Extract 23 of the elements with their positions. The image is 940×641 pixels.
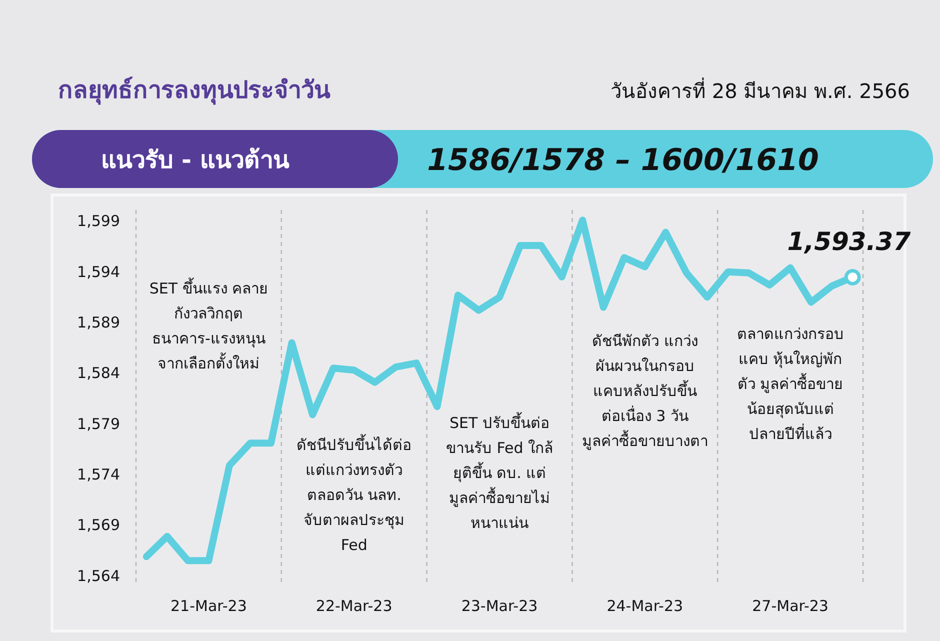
annotation: ดัชนีพักตัว แกว่ง ผันผวนในกรอบ แคบหลังปรับขึ้น ต่อเนื่อง 3 วัน มูลค่าซื้อขายบางตา	[582, 332, 708, 450]
y-tick-label: 1,599	[77, 212, 120, 230]
y-tick-label: 1,589	[77, 313, 120, 332]
y-tick-label: 1,564	[77, 566, 120, 585]
chart-title: กลยุทธ์การลงทุนประจำวัน	[58, 76, 331, 106]
y-tick-label: 1,569	[77, 516, 120, 534]
text: แนวรับ - แนวต้าน	[101, 146, 290, 174]
y-tick-label: 1,574	[77, 466, 120, 484]
x-tick-label: 22-Mar-23	[316, 597, 392, 615]
x-tick-label: 27-Mar-23	[752, 597, 828, 615]
y-tick-label: 1,594	[77, 262, 120, 281]
y-tick-label: 1,579	[77, 414, 120, 433]
y-tick-label: 1,584	[77, 364, 120, 382]
text: 1586/1578 – 1600/1610	[427, 143, 819, 178]
annotation: ตลาดแกว่งกรอบ แคบ หุ้นใหญ่พัก ตัว มูลค่าซื้อขาย น้อยสุดนับแต่ ปลายปีที่แล้ว	[736, 325, 844, 443]
x-tick-label: 24-Mar-23	[606, 597, 684, 615]
x-tick-label: 23-Mar-23	[461, 597, 538, 615]
annotation: SET ขึ้นแรง คลาย กังวลวิกฤต ธนาคาร-แรงหนุน จากเลือกตั้งใหม่	[149, 278, 268, 372]
chart-subtitle: วันอังคารที่ 28 มีนาคม พ.ศ. 2566	[610, 77, 910, 103]
x-tick-label: 21-Mar-23	[170, 597, 247, 615]
annotation: SET ปรับขึ้นต่อ ขานรับ Fed ใกล้ ยุติขึ้น ดบ. แต่ มูลค่าซื้อขายไม่ หนาแน่น	[446, 412, 554, 532]
annotation: ดัชนีปรับขึ้นได้ต่อ แต่แกว่งทรงตัว ตลอดวัน นลท. จับตาผลประชุม Fed	[296, 434, 412, 554]
data-label: 1,593.37	[787, 227, 912, 256]
